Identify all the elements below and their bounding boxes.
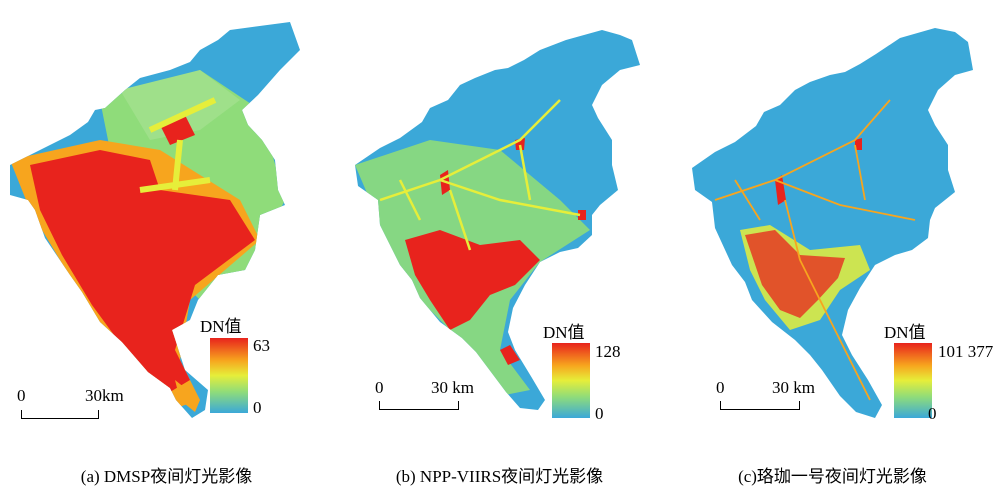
caption: (c)珞珈一号夜间灯光影像 — [738, 467, 927, 486]
scale-bar — [720, 401, 800, 410]
legend-color-bar — [894, 343, 932, 418]
legend-title: DN值 — [884, 323, 926, 342]
caption: (a) DMSP夜间灯光影像 — [80, 467, 253, 486]
legend-min-value: 0 — [595, 404, 604, 423]
legend-max-value: 128 — [595, 342, 621, 361]
scale-distance-label: 30km — [85, 386, 124, 405]
scale-distance-label: 30 km — [772, 378, 815, 397]
scale-zero-label: 0 — [17, 386, 26, 405]
panel-npp-viirs: DN值 128 0 0 30 km (b) NPP-VIIRS夜间灯光影像 — [333, 0, 666, 495]
scale-zero-label: 0 — [716, 378, 725, 397]
legend-min-value: 0 — [253, 398, 262, 417]
legend-max-value: 101 377 — [938, 342, 994, 361]
legend-title: DN值 — [543, 323, 585, 342]
legend-color-bar — [210, 338, 248, 413]
legend-min-value: 0 — [928, 404, 937, 423]
caption: (b) NPP-VIIRS夜间灯光影像 — [395, 467, 604, 486]
legend-max-value: 63 — [253, 336, 270, 355]
scale-bar — [21, 410, 99, 419]
legend-title: DN值 — [200, 317, 242, 336]
legend-color-bar — [552, 343, 590, 418]
scale-distance-label: 30 km — [431, 378, 474, 397]
scale-bar — [379, 401, 459, 410]
panel-luojia: DN值 101 377 0 0 30 km (c)珞珈一号夜间灯光影像 — [666, 0, 999, 495]
panel-dmsp: DN值 63 0 0 30km (a) DMSP夜间灯光影像 — [0, 0, 333, 495]
scale-zero-label: 0 — [375, 378, 384, 397]
